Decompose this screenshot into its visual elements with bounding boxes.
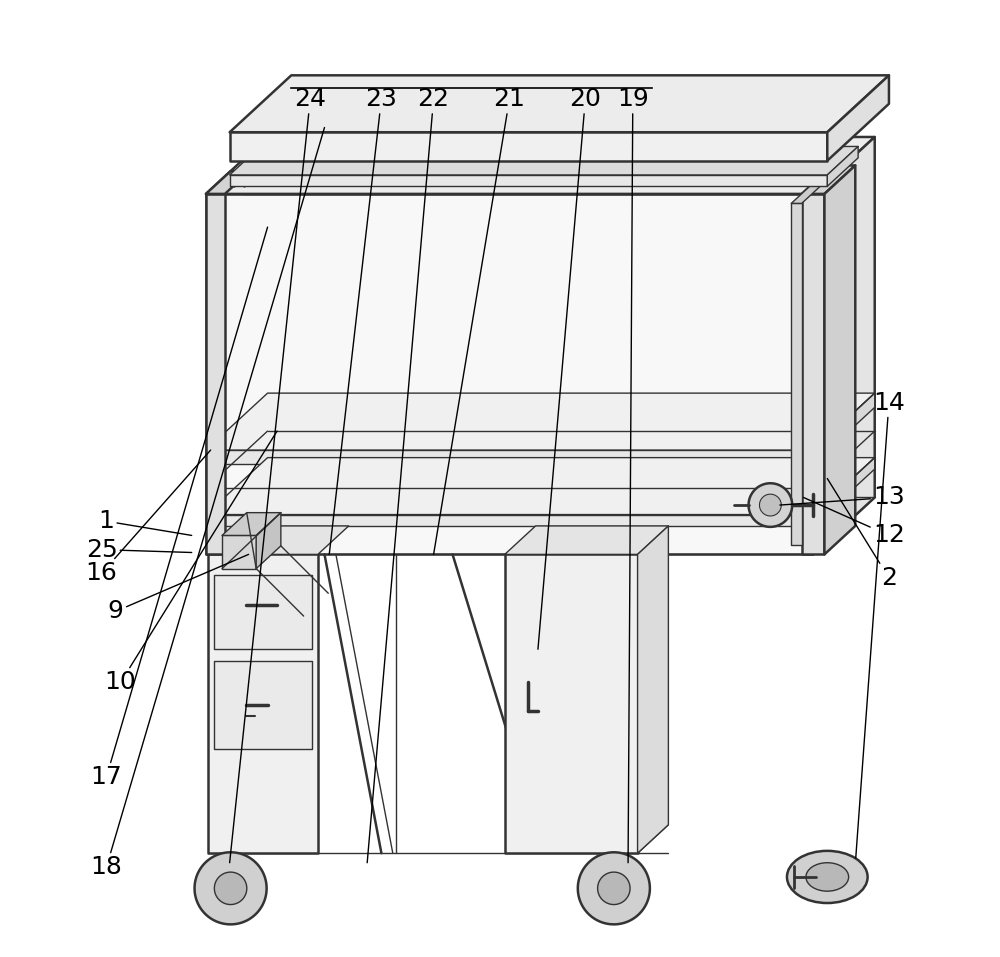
Polygon shape <box>206 457 875 515</box>
Polygon shape <box>195 853 267 924</box>
Ellipse shape <box>787 851 868 903</box>
Text: 9: 9 <box>108 554 249 623</box>
Text: 1: 1 <box>98 509 192 535</box>
Text: 12: 12 <box>804 498 905 547</box>
Polygon shape <box>224 177 832 537</box>
Polygon shape <box>813 393 875 464</box>
Polygon shape <box>802 194 824 554</box>
Polygon shape <box>827 146 858 187</box>
Polygon shape <box>813 457 875 526</box>
Text: 2: 2 <box>827 478 897 590</box>
Polygon shape <box>827 76 889 161</box>
Polygon shape <box>214 660 312 749</box>
Text: 19: 19 <box>617 87 649 862</box>
Polygon shape <box>759 494 781 516</box>
Polygon shape <box>206 194 225 554</box>
Polygon shape <box>598 872 630 904</box>
Polygon shape <box>256 513 281 568</box>
Polygon shape <box>206 515 813 526</box>
Text: 18: 18 <box>90 127 324 879</box>
Polygon shape <box>206 137 875 194</box>
Polygon shape <box>802 166 855 194</box>
Polygon shape <box>230 146 858 175</box>
Polygon shape <box>578 853 650 924</box>
Text: 24: 24 <box>230 87 326 862</box>
Polygon shape <box>505 554 638 854</box>
Polygon shape <box>244 187 804 194</box>
Polygon shape <box>214 872 247 904</box>
Polygon shape <box>222 513 281 535</box>
Polygon shape <box>206 194 813 554</box>
Polygon shape <box>206 171 250 194</box>
Text: 13: 13 <box>780 485 905 509</box>
Text: 22: 22 <box>367 87 450 862</box>
Polygon shape <box>749 483 792 527</box>
Polygon shape <box>824 166 855 554</box>
Text: 14: 14 <box>856 390 905 858</box>
Polygon shape <box>230 76 889 132</box>
Polygon shape <box>208 554 318 854</box>
Polygon shape <box>638 526 668 854</box>
Text: 25: 25 <box>86 538 192 562</box>
Polygon shape <box>813 137 875 554</box>
Polygon shape <box>791 187 820 204</box>
Text: 20: 20 <box>538 87 601 649</box>
Polygon shape <box>230 175 827 187</box>
Polygon shape <box>222 535 256 568</box>
Polygon shape <box>206 450 813 464</box>
Polygon shape <box>208 526 349 554</box>
Text: 10: 10 <box>105 431 277 695</box>
Ellipse shape <box>806 862 849 891</box>
Polygon shape <box>230 132 827 161</box>
Text: 17: 17 <box>90 227 268 790</box>
Text: 21: 21 <box>434 87 525 554</box>
Polygon shape <box>206 393 875 450</box>
Text: 23: 23 <box>329 87 397 554</box>
Text: 16: 16 <box>86 450 211 586</box>
Polygon shape <box>505 526 668 554</box>
Polygon shape <box>791 204 802 545</box>
Polygon shape <box>214 575 312 649</box>
